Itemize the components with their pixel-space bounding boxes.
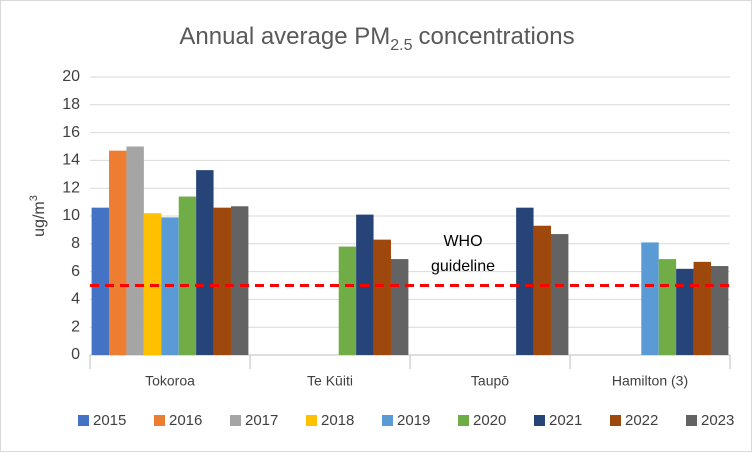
- legend-label: 2020: [473, 412, 506, 429]
- legend-label: 2019: [397, 412, 430, 429]
- x-tick-label: Tokoroa: [145, 373, 195, 389]
- legend-label: 2022: [625, 412, 658, 429]
- legend-swatch: [154, 415, 165, 426]
- legend-label: 2017: [245, 412, 278, 429]
- y-tick-label: 2: [71, 318, 80, 335]
- bar: [178, 196, 197, 355]
- y-tick-label: 14: [62, 152, 80, 169]
- bar: [109, 150, 127, 355]
- y-tick-label: 16: [62, 124, 80, 141]
- legend-swatch: [534, 415, 545, 426]
- bar: [91, 207, 110, 355]
- x-tick-label: Te Kūiti: [307, 373, 353, 389]
- y-label-main: ug/m: [31, 201, 48, 237]
- y-tick-label: 0: [71, 346, 80, 363]
- bar: [676, 268, 694, 355]
- bar: [373, 239, 391, 355]
- y-label-sup: 3: [28, 195, 40, 201]
- bar: [126, 146, 144, 355]
- legend-swatch: [78, 415, 89, 426]
- bar: [390, 259, 409, 355]
- title-subscript: 2.5: [390, 37, 412, 54]
- y-axis-label: ug/m3: [28, 195, 48, 237]
- bar: [693, 261, 711, 355]
- bar: [230, 206, 249, 355]
- legend-swatch: [306, 415, 317, 426]
- bar: [658, 259, 677, 355]
- legend-label: 2018: [321, 412, 354, 429]
- y-tick-label: 12: [62, 179, 80, 196]
- bar: [710, 266, 729, 355]
- legend-label: 2021: [549, 412, 582, 429]
- title-main: Annual average PM: [179, 23, 390, 50]
- bar: [641, 242, 659, 355]
- y-tick-label: 20: [62, 68, 80, 85]
- legend-label: 2023: [701, 412, 734, 429]
- y-tick-label: 4: [71, 291, 80, 308]
- y-tick-label: 18: [62, 96, 80, 113]
- title-end: concentrations: [418, 23, 574, 50]
- x-tick-label: Taupō: [471, 373, 509, 389]
- legend-swatch: [230, 415, 241, 426]
- x-tick-label: Hamilton (3): [612, 373, 688, 389]
- legend-swatch: [686, 415, 697, 426]
- legend-swatch: [382, 415, 393, 426]
- legend-swatch: [458, 415, 469, 426]
- y-tick-label: 6: [71, 263, 80, 280]
- legend-label: 2015: [93, 412, 126, 429]
- bar: [550, 234, 569, 355]
- annotation: WHO: [443, 233, 482, 250]
- bar: [533, 225, 551, 355]
- y-tick-label: 8: [71, 235, 80, 252]
- y-tick-label: 10: [62, 207, 80, 224]
- chart-title: Annual average PM2.5 concentrations: [179, 23, 574, 54]
- legend-label: 2016: [169, 412, 202, 429]
- bar: [213, 207, 231, 355]
- bar: [196, 170, 214, 355]
- bar: [338, 246, 357, 355]
- legend-swatch: [610, 415, 621, 426]
- annotation: guideline: [431, 258, 495, 275]
- bar: [516, 207, 534, 355]
